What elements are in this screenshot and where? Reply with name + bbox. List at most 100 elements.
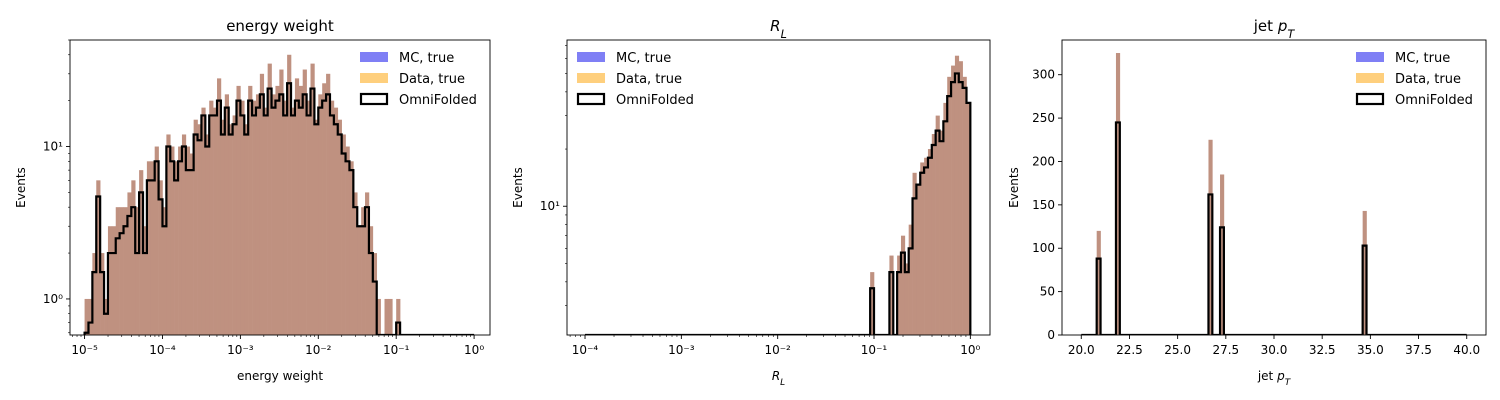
x-tick-label: 40.0	[1453, 343, 1480, 357]
true-bar	[150, 161, 155, 335]
legend-swatch	[577, 73, 605, 83]
true-bar	[244, 124, 249, 335]
true-bar	[361, 207, 366, 335]
legend-label: OmniFolded	[1395, 93, 1473, 108]
true-bar	[119, 207, 124, 335]
true-bar	[900, 235, 906, 335]
x-tick-label: 35.0	[1357, 343, 1384, 357]
legend-label: OmniFolded	[399, 93, 477, 108]
true-bar	[283, 100, 288, 335]
true-bar	[287, 54, 292, 335]
true-bar	[372, 253, 378, 335]
true-bar	[232, 115, 237, 335]
true-bar	[259, 73, 265, 335]
legend: MC, true Data, true OmniFolded	[359, 51, 477, 108]
true-bar	[1115, 53, 1121, 335]
true-bar	[174, 161, 179, 335]
legend-swatch	[359, 92, 389, 106]
true-bar	[954, 55, 960, 335]
legend: MC, true Data, true OmniFolded	[576, 51, 694, 108]
x-axis-label: RL	[772, 369, 785, 388]
x-tick-label: 10⁻³	[227, 343, 254, 357]
omnifolded-step	[1081, 121, 1467, 335]
chart-3: 20.0 22.5 25.0 27.5 30.0 32.5 35.0 37.5 40.0 0 50 1…	[1007, 17, 1487, 388]
true-bar	[271, 94, 276, 335]
x-tick-label: 10⁻²	[764, 343, 791, 357]
true-bar	[329, 100, 335, 335]
y-tick-label: 100	[1032, 241, 1055, 255]
true-bar	[240, 100, 245, 335]
true-bar	[889, 255, 894, 335]
legend-swatch	[576, 92, 606, 106]
x-tick-label: 20.0	[1068, 343, 1095, 357]
legend-swatch	[360, 73, 388, 83]
true-bar	[396, 298, 401, 335]
true-bar	[92, 253, 97, 335]
legend-label: MC, true	[1395, 51, 1450, 66]
true-bar	[213, 107, 218, 335]
true-bar	[341, 134, 346, 335]
y-tick-label: 10⁰	[43, 292, 63, 306]
true-bar	[143, 226, 148, 335]
true-bar	[947, 76, 952, 335]
true-bar	[115, 207, 120, 335]
y-tick-label: 50	[1040, 285, 1055, 299]
true-bar	[897, 255, 902, 335]
true-bar	[228, 124, 233, 335]
x-tick-label: 37.5	[1405, 343, 1432, 357]
legend-label: Data, true	[1395, 72, 1461, 87]
plot-area	[83, 54, 475, 335]
true-bar	[217, 78, 222, 335]
legend: MC, true Data, true OmniFolded	[1355, 51, 1473, 108]
true-bar	[365, 192, 370, 335]
y-tick-label: 300	[1032, 68, 1055, 82]
true-bar	[920, 162, 925, 335]
true-bar	[322, 83, 327, 335]
true-bar	[912, 172, 917, 335]
legend-label: Data, true	[616, 72, 682, 87]
true-bar	[185, 146, 191, 335]
y-axis-label: Events	[14, 167, 28, 208]
true-bar	[279, 69, 284, 335]
true-bar	[298, 85, 304, 335]
x-tick-label: 10⁰	[464, 343, 484, 357]
omnifolded-step	[83, 82, 475, 335]
true-bar	[908, 224, 913, 335]
legend-label: OmniFolded	[616, 93, 694, 108]
y-tick-label: 10¹	[43, 140, 63, 154]
true-bar	[951, 65, 956, 335]
true-bar	[306, 100, 311, 335]
true-bar	[353, 192, 358, 335]
legend-swatch	[360, 52, 388, 62]
true-bar	[220, 119, 226, 335]
true-bar	[162, 207, 167, 335]
chart-1: 10⁻⁵ 10⁻⁴ 10⁻³ 10⁻² 10⁻¹ 10⁰ 10⁰ 10¹ energy weig…	[14, 17, 491, 383]
x-tick-label: 10⁰	[960, 343, 980, 357]
omnifolded-step	[585, 72, 972, 335]
x-tick-label: 10⁻²	[305, 343, 332, 357]
true-bar	[939, 130, 944, 335]
true-bar	[1208, 139, 1213, 335]
x-tick-label: 22.5	[1116, 343, 1143, 357]
true-bar	[1220, 174, 1225, 335]
true-bar	[310, 63, 315, 335]
legend-label: MC, true	[399, 51, 454, 66]
true-bar	[170, 146, 175, 335]
true-bar	[158, 180, 163, 335]
true-bar	[291, 107, 296, 335]
x-tick-label: 10⁻⁴	[572, 343, 599, 357]
x-tick-label: 10⁻³	[668, 343, 695, 357]
true-bar	[962, 76, 967, 335]
y-axis-label: Events	[511, 167, 525, 208]
true-bar	[326, 73, 331, 335]
true-bar	[181, 134, 187, 335]
true-bar	[123, 207, 128, 335]
true-bar	[248, 85, 253, 335]
true-bar	[96, 180, 101, 335]
chart-title: jet pT	[1253, 17, 1296, 41]
true-bar	[376, 298, 381, 335]
true-bar	[197, 124, 202, 335]
y-tick-label: 250	[1032, 111, 1055, 125]
legend-swatch	[1356, 52, 1384, 62]
